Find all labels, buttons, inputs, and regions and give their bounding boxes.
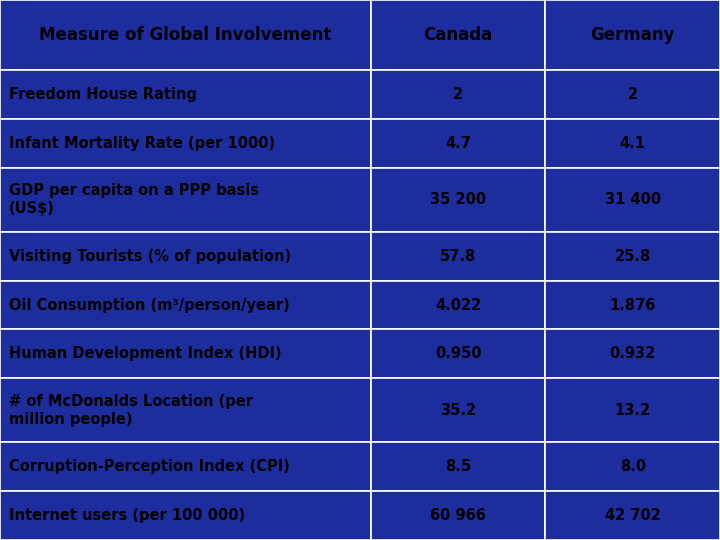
Text: 35.2: 35.2 [440,403,476,418]
Text: 25.8: 25.8 [615,249,651,264]
Bar [546,329,720,378]
Text: 57.8: 57.8 [440,249,476,264]
Text: 1.876: 1.876 [610,298,656,313]
Bar [371,491,546,540]
Bar [0,491,371,540]
Bar [0,281,371,329]
Bar [0,329,371,378]
Text: 60 966: 60 966 [430,508,486,523]
Bar [546,378,720,442]
Text: 0.932: 0.932 [610,346,656,361]
Bar [546,168,720,232]
Bar [371,442,546,491]
Ellipse shape [27,334,145,401]
Text: Human Development Index (HDI): Human Development Index (HDI) [9,346,282,361]
Bar [0,70,371,119]
Text: 35 200: 35 200 [430,192,486,207]
Bar [371,232,546,281]
Text: Internet users (per 100 000): Internet users (per 100 000) [9,508,245,523]
Text: 8.5: 8.5 [445,460,471,474]
Bar [0,0,371,70]
Bar [0,119,371,168]
Text: 2: 2 [453,87,463,102]
Text: Germany: Germany [590,26,675,44]
Bar [0,232,371,281]
Text: 4.022: 4.022 [435,298,481,313]
Bar [546,281,720,329]
Bar [371,119,546,168]
Circle shape [0,238,238,540]
Bar [371,281,546,329]
Bar [371,0,546,70]
Text: Infant Mortality Rate (per 1000): Infant Mortality Rate (per 1000) [9,136,275,151]
Bar [546,491,720,540]
Text: # of McDonalds Location (per
million people): # of McDonalds Location (per million peo… [9,394,253,427]
Text: Freedom House Rating: Freedom House Rating [9,87,197,102]
Bar [371,168,546,232]
Bar [371,329,546,378]
Text: 0.950: 0.950 [435,346,482,361]
Bar [546,232,720,281]
Text: 13.2: 13.2 [615,403,651,418]
Text: 8.0: 8.0 [620,460,646,474]
Text: 2: 2 [628,87,638,102]
Bar [546,442,720,491]
Text: Measure of Global Involvement: Measure of Global Involvement [39,26,332,44]
Text: 4.7: 4.7 [445,136,471,151]
Bar [371,378,546,442]
Text: Visiting Tourists (% of population): Visiting Tourists (% of population) [9,249,291,264]
Bar [546,70,720,119]
Text: Corruption-Perception Index (CPI): Corruption-Perception Index (CPI) [9,460,289,474]
Bar [546,119,720,168]
Bar [0,168,371,232]
Bar [546,0,720,70]
Text: Oil Consumption (m³/person/year): Oil Consumption (m³/person/year) [9,298,289,313]
Text: 4.1: 4.1 [620,136,646,151]
Bar [371,70,546,119]
Text: 42 702: 42 702 [605,508,661,523]
Text: GDP per capita on a PPP basis
(US$): GDP per capita on a PPP basis (US$) [9,183,258,217]
Text: Canada: Canada [423,26,492,44]
Bar [0,378,371,442]
Bar [0,442,371,491]
Text: 31 400: 31 400 [605,192,661,207]
